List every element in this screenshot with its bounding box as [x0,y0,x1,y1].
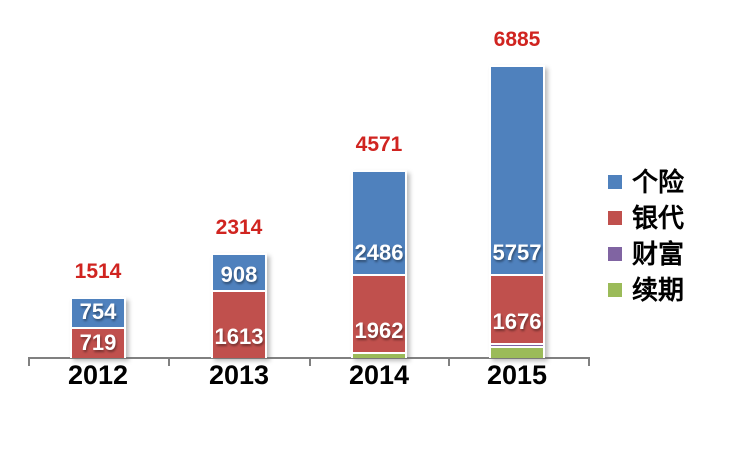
total-label-2012: 1514 [74,260,122,283]
x-axis-label-2012: 2012 [67,360,129,390]
bar-2013: 908 1613 [211,253,267,358]
bar-segment-caifu-2015 [489,343,545,346]
x-axis-label-2014: 2014 [348,360,410,390]
bar-2012: 754 719 [70,297,126,358]
segment-value-yindai-2015: 1676 [492,309,542,334]
bar-segment-gexian-2013: 908 [211,253,267,290]
segment-value-gexian-2014: 2486 [354,240,404,265]
legend-item-label-caifu: 财富 [632,239,685,269]
bar-segment-yindai-2015: 1676 [489,274,545,343]
axis-tick-3 [448,357,450,366]
segment-value-yindai-2013: 1613 [214,324,264,349]
total-label-2015: 6885 [493,28,541,51]
bar-2015: 5757 1676 [489,65,545,358]
legend-item-label-yindai: 银代 [632,203,685,233]
segment-value-yindai-2012: 719 [79,330,117,355]
legend-item-caifu: 财富 [608,236,684,272]
bar-segment-gexian-2012: 754 [70,297,126,327]
bar-segment-xuqi-2015 [489,346,545,358]
axis-tick-2 [309,357,311,366]
total-label-2014: 4571 [355,133,403,156]
segment-value-yindai-2014: 1962 [354,318,404,343]
bar-segment-yindai-2013: 1613 [211,290,267,358]
bar-segment-gexian-2015: 5757 [489,65,545,274]
axis-tick-0 [28,357,30,366]
axis-tick-1 [168,357,170,366]
bar-segment-yindai-2014: 1962 [351,274,407,352]
legend-item-gexian: 个险 [608,164,684,200]
legend-item-yindai: 银代 [608,200,684,236]
bar-segment-xuqi-2014 [351,352,407,358]
legend-swatch-icon-xuqi [608,283,622,297]
segment-value-gexian-2012: 754 [79,299,117,324]
bar-segment-gexian-2014: 2486 [351,170,407,274]
legend-swatch-icon-caifu [608,247,622,261]
x-axis-label-2015: 2015 [486,360,548,390]
legend: 个险 银代 财富 续期 [608,164,684,308]
segment-value-gexian-2015: 5757 [492,240,542,265]
segment-value-gexian-2013: 908 [220,262,258,287]
legend-item-label-xuqi: 续期 [632,275,685,305]
legend-item-xuqi: 续期 [608,272,684,308]
bar-2014: 2486 1962 [351,170,407,358]
legend-swatch-icon-yindai [608,211,622,225]
legend-item-label-gexian: 个险 [632,167,685,197]
total-label-2013: 2314 [215,216,263,239]
x-axis-label-2013: 2013 [208,360,270,390]
legend-swatch-icon-gexian [608,175,622,189]
bar-segment-yindai-2012: 719 [70,327,126,358]
axis-tick-4 [588,357,590,366]
